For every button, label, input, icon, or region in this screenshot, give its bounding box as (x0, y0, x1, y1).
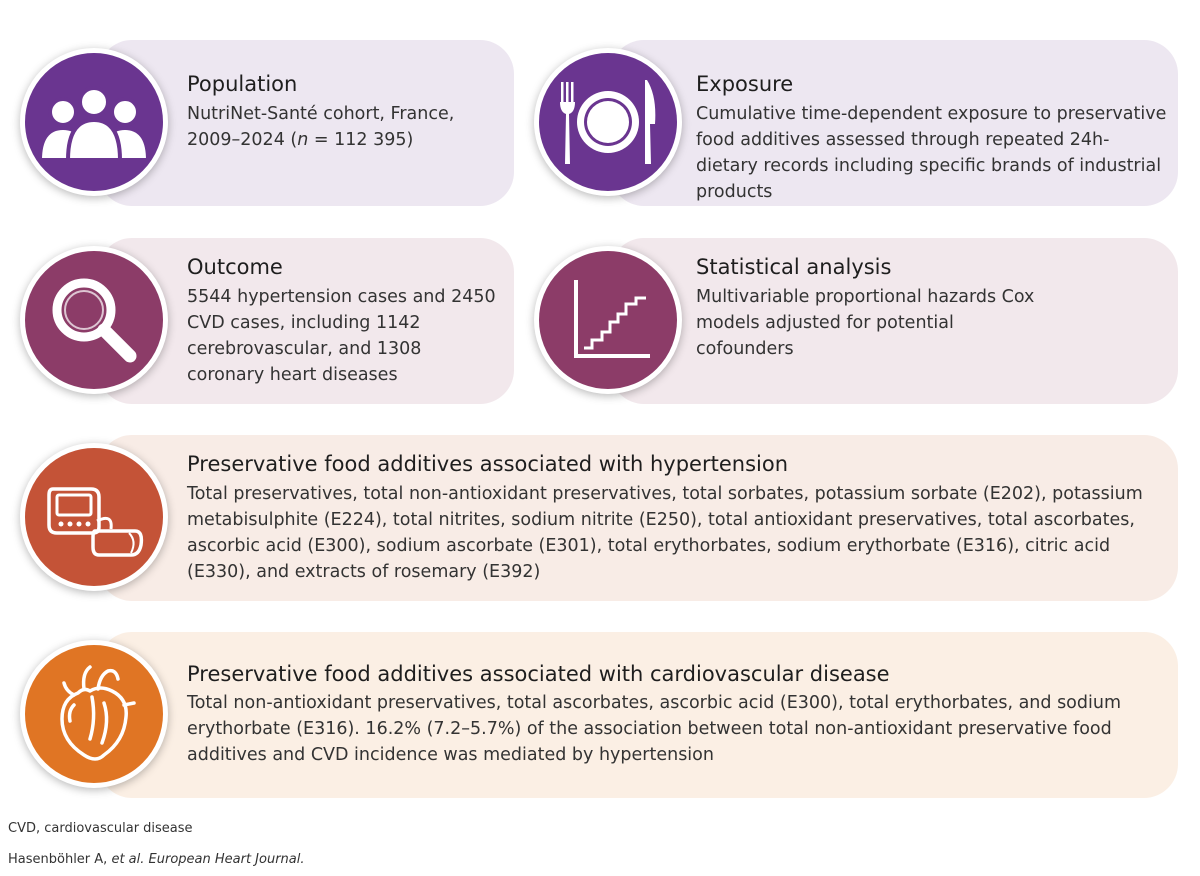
outcome-title: Outcome (187, 255, 283, 279)
abbreviation-footnote: CVD, cardiovascular disease (8, 821, 193, 836)
cvd-title: Preservative food additives associated w… (187, 662, 890, 686)
hypertension-panel (98, 435, 1178, 601)
population-body: NutriNet-Santé cohort, France, 2009–2024… (187, 101, 497, 153)
blood-pressure-monitor-icon (47, 487, 144, 557)
cvd-panel (98, 632, 1178, 798)
population-line2-pre: 2009–2024 ( (187, 130, 298, 150)
statistical-analysis-icon-circle (534, 246, 682, 394)
exposure-title: Exposure (696, 72, 794, 96)
population-n: n (297, 130, 309, 150)
population-line1: NutriNet-Santé cohort, France, (187, 104, 455, 124)
statistical-analysis-panel (610, 238, 1178, 404)
magnifier-icon (52, 278, 137, 363)
statistical-analysis-body: Multivariable proportional hazards Cox m… (696, 287, 1035, 359)
exposure-body: Cumulative time-dependent exposure to pr… (696, 104, 1167, 202)
hypertension-title: Preservative food additives associated w… (187, 452, 789, 476)
people-icon (38, 86, 150, 162)
plate-cutlery-icon (560, 80, 656, 164)
population-icon-circle (20, 48, 168, 196)
step-chart-icon (574, 280, 650, 358)
outcome-icon-circle (20, 246, 168, 394)
citation-etal: et al. European Heart Journal. (111, 852, 305, 867)
hypertension-icon-circle (20, 443, 168, 591)
cvd-icon-circle (20, 640, 168, 788)
hypertension-body: Total preservatives, total non-antioxida… (187, 484, 1143, 582)
outcome-body: 5544 hypertension cases and 2450 CVD cas… (187, 287, 496, 385)
citation-footnote: Hasenböhler A, et al. European Heart Jou… (8, 852, 305, 867)
cvd-body: Total non-antioxidant preservatives, tot… (187, 693, 1122, 765)
citation-author: Hasenböhler A, (8, 852, 112, 867)
population-line2-post: = 112 395) (308, 130, 414, 150)
population-title: Population (187, 72, 298, 96)
heart-icon (60, 665, 136, 761)
exposure-icon-circle (534, 48, 682, 196)
exposure-panel (610, 40, 1178, 206)
statistical-analysis-title: Statistical analysis (696, 255, 892, 279)
